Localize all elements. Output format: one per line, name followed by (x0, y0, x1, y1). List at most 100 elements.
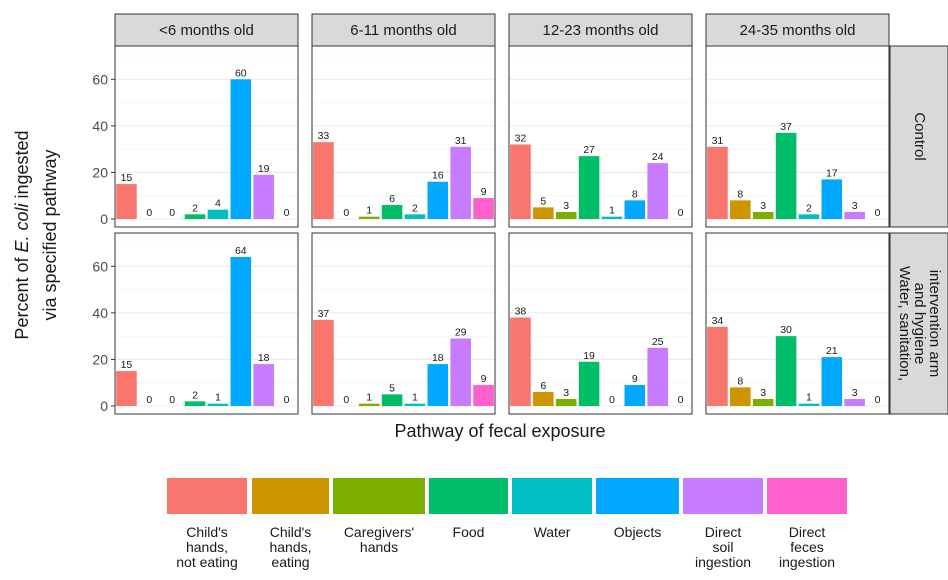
bar-value-label: 3 (563, 387, 569, 399)
bar-value-label: 6 (540, 380, 546, 392)
bar (358, 216, 380, 219)
bar-value-label: 27 (583, 144, 595, 156)
legend-label: Direct (789, 524, 826, 540)
legend-label: hands, (186, 539, 228, 555)
y-axis-tick-label: 0 (100, 211, 108, 227)
facet-strip-column-label: 12-23 months old (543, 22, 659, 39)
panel-border (508, 232, 693, 415)
bar-value-label: 19 (258, 163, 270, 175)
bar-value-label: 0 (609, 394, 615, 406)
legend-label: Objects (614, 524, 661, 540)
legend-key (429, 478, 508, 514)
legend-key (683, 478, 763, 514)
bar (116, 184, 137, 219)
legend-label: Direct (705, 524, 742, 540)
bar-value-label: 0 (343, 394, 349, 406)
bar-value-label: 37 (780, 121, 792, 133)
bar-value-label: 0 (169, 207, 175, 219)
bar (752, 399, 774, 406)
bar-value-label: 64 (235, 245, 247, 257)
y-axis-tick-label: 20 (92, 351, 108, 367)
bar (427, 364, 449, 406)
bar (821, 357, 843, 406)
bar-value-label: 0 (678, 394, 684, 406)
panel: 37 0 1 5 1 18 29 9 (311, 232, 496, 415)
y-axis-tick-label: 0 (100, 398, 108, 414)
bar (775, 132, 797, 219)
bar (427, 181, 449, 219)
facet-strip-column (508, 13, 693, 47)
bar-value-label: 2 (192, 202, 198, 214)
bar (844, 399, 865, 406)
legend-label: Child's (186, 524, 228, 540)
facet-strip-column (114, 13, 299, 47)
bar-value-label: 30 (780, 324, 792, 336)
bar-value-label: 5 (389, 382, 395, 394)
facet-strip-row-label: Water, sanitation, (896, 266, 913, 381)
bar-value-label: 0 (343, 207, 349, 219)
bar (253, 174, 274, 219)
bar-value-label: 1 (366, 205, 372, 217)
y-axis-title-italic: E. coli (12, 203, 32, 253)
legend-key (767, 478, 847, 514)
legend-key (512, 478, 592, 514)
bar (381, 205, 403, 219)
panel-border (311, 232, 496, 415)
bar (473, 198, 494, 219)
bar-value-label: 2 (192, 389, 198, 401)
bar (555, 399, 577, 406)
bar-value-label: 21 (826, 345, 838, 357)
legend-label: ingestion (779, 554, 835, 570)
bar-value-label: 0 (875, 394, 881, 406)
panel: 38 6 3 19 0 9 25 0 (508, 232, 693, 415)
bar-value-label: 38 (515, 306, 527, 318)
panel-background (706, 233, 889, 414)
bar-value-label: 15 (121, 172, 133, 184)
bar-value-label: 25 (652, 336, 664, 348)
bar-value-label: 1 (412, 392, 418, 404)
legend-label: Food (453, 524, 485, 540)
panel-background (706, 46, 889, 227)
panel: 15 0 0 2 4 60 19 0 (114, 45, 299, 228)
bar-value-label: 32 (515, 132, 527, 144)
facet-strip-column-label: 24-35 months old (740, 22, 856, 39)
facet-strip-row-label: Control (911, 112, 928, 160)
panel: 15 0 0 2 1 64 18 0 (114, 232, 299, 415)
y-axis-tick-label: 60 (92, 71, 108, 87)
bar-value-label: 3 (760, 387, 766, 399)
bar (313, 319, 334, 406)
bar-value-label: 9 (632, 373, 638, 385)
panel-border (311, 45, 496, 228)
legend-key (596, 478, 679, 514)
legend-label: soil (712, 539, 733, 555)
bar (207, 403, 229, 406)
bar (230, 256, 252, 406)
bar (578, 361, 600, 406)
bar-value-label: 0 (678, 207, 684, 219)
bar (510, 317, 531, 406)
panel-border (508, 45, 693, 228)
bar-value-label: 60 (235, 67, 247, 79)
facet-strip-row-label: intervention arm (926, 270, 943, 378)
facet-strip-column-label: 6-11 months old (350, 22, 456, 39)
bar-value-label: 6 (389, 193, 395, 205)
bar (798, 214, 820, 219)
bar (624, 385, 646, 406)
bar (798, 403, 820, 406)
facet-strip-row-label: and hygiene (911, 283, 928, 365)
bar (844, 212, 865, 219)
legend-label: not eating (176, 554, 238, 570)
y-axis-title-line2: via specified pathway (40, 149, 60, 320)
panel-border (114, 232, 299, 415)
bar (730, 387, 751, 406)
bar (404, 214, 426, 219)
bar-value-label: 17 (826, 167, 838, 179)
bar (647, 163, 668, 219)
panel: 31 8 3 37 2 17 3 0 (705, 45, 890, 228)
bar (184, 214, 206, 219)
bar (624, 200, 646, 219)
bar-value-label: 4 (215, 198, 221, 210)
panel-border (114, 45, 299, 228)
